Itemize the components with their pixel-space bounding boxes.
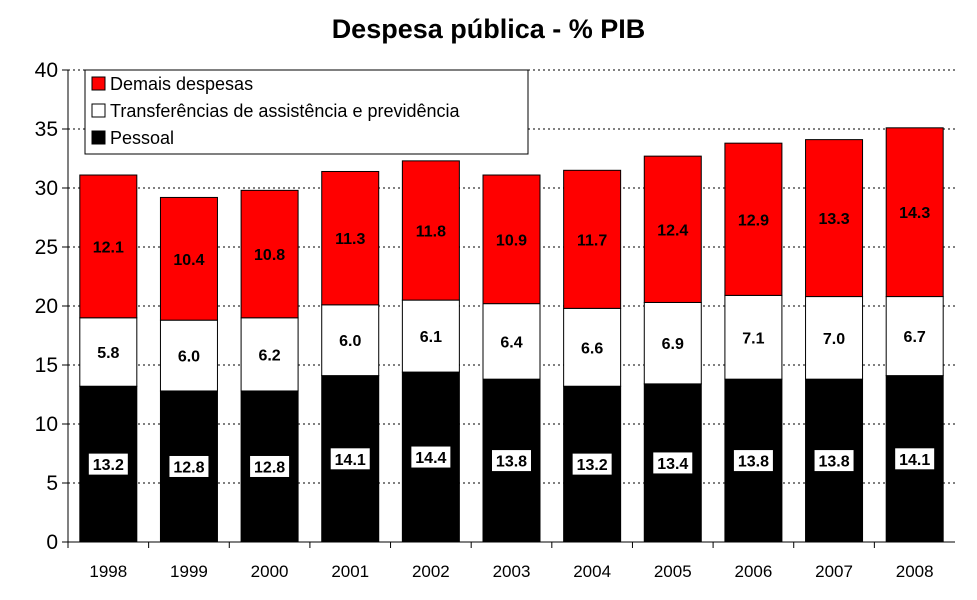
- data-label: 12.4: [657, 222, 688, 239]
- data-label-box: [410, 445, 452, 469]
- bar-segment-demais: [401, 160, 460, 301]
- bar-segment-demais: [482, 174, 541, 305]
- y-tick-label: 0: [46, 531, 58, 554]
- bar-segment-transferencias: [240, 317, 299, 392]
- data-label: 10.8: [254, 247, 285, 264]
- y-tick-label: 30: [35, 177, 58, 200]
- data-label: 13.2: [93, 457, 124, 474]
- legend-label: Pessoal: [110, 128, 174, 148]
- data-label: 6.4: [500, 334, 522, 351]
- bar-segment-transferencias: [159, 319, 218, 392]
- data-label: 13.8: [818, 454, 849, 471]
- legend-label: Transferências de assistência e previdên…: [110, 101, 461, 121]
- x-tick-label: 1998: [89, 562, 127, 581]
- data-label: 11.7: [577, 232, 607, 249]
- bar-segment-demais: [643, 155, 702, 303]
- bar-segment-demais: [724, 142, 783, 296]
- data-label: 6.0: [178, 349, 200, 366]
- data-label: 13.8: [496, 454, 527, 471]
- data-label: 5.8: [97, 345, 119, 362]
- data-label-box: [571, 452, 613, 476]
- data-label-box: [813, 449, 855, 473]
- data-label: 14.4: [415, 450, 446, 467]
- data-label: 12.8: [173, 459, 204, 476]
- x-tick-label: 2000: [251, 562, 289, 581]
- data-label-box: [168, 454, 210, 478]
- data-label: 6.9: [662, 336, 684, 353]
- data-label: 12.1: [93, 239, 124, 256]
- data-labels: 13.2 5.8 12.1 12.8 6.0 10.4 12.8 6.2 10.8 14.1 6.0…: [87, 205, 936, 478]
- axes: 0 5 10 15 20 25 30 35 40 1998 1999 2000 2001 2002 2003…: [35, 59, 955, 581]
- bar-segment-demais: [159, 196, 218, 321]
- y-tick-label: 15: [35, 354, 58, 377]
- data-label-box: [329, 447, 371, 471]
- y-tick-label: 35: [35, 118, 58, 141]
- data-label: 12.8: [254, 459, 285, 476]
- bar-segment-transferencias: [643, 301, 702, 385]
- chart-title: Despesa pública - % PIB: [331, 14, 646, 44]
- legend-swatch: [91, 103, 106, 118]
- data-label: 6.1: [420, 329, 442, 346]
- x-tick-label: 1999: [170, 562, 208, 581]
- data-label: 7.0: [823, 331, 845, 348]
- y-tick-label: 20: [35, 295, 58, 318]
- bar-segment-demais: [240, 189, 299, 319]
- bar-segment-demais: [321, 170, 380, 306]
- data-label-box: [732, 449, 774, 473]
- data-label: 6.2: [258, 347, 280, 364]
- data-label-box: [491, 449, 532, 473]
- y-tick-label: 25: [35, 236, 58, 259]
- bar-segment-transferencias: [482, 303, 541, 380]
- x-tick-label: 2002: [412, 562, 450, 581]
- data-label-box: [652, 451, 694, 475]
- x-tick-label: 2006: [734, 562, 772, 581]
- data-label: 13.2: [577, 457, 608, 474]
- data-label-box: [249, 454, 291, 478]
- x-tick-label: 2007: [815, 562, 853, 581]
- y-tick-label: 10: [35, 413, 58, 436]
- data-label-box: [87, 452, 129, 476]
- bar-segment-demais: [563, 169, 622, 309]
- data-label: 11.3: [335, 231, 365, 248]
- data-label: 10.4: [173, 252, 204, 269]
- bar-segment-demais: [79, 174, 138, 319]
- legend: Demais despesas Transferências de assistê…: [84, 69, 529, 155]
- bar-segment-transferencias: [724, 294, 783, 380]
- data-label: 13.3: [818, 211, 849, 228]
- bar-segment-transferencias: [401, 299, 460, 373]
- data-label: 6.6: [581, 340, 603, 357]
- bar-segment-transferencias: [885, 296, 944, 377]
- data-label: 11.8: [416, 223, 446, 240]
- data-label: 7.1: [742, 330, 764, 347]
- y-tick-label: 40: [35, 59, 58, 82]
- x-tick-label: 2008: [896, 562, 934, 581]
- y-tick-label: 5: [46, 472, 58, 495]
- bar-segment-transferencias: [321, 304, 380, 377]
- bar-segment-transferencias: [563, 307, 622, 387]
- data-label: 12.9: [738, 212, 769, 229]
- data-label-box: [894, 447, 936, 471]
- legend-label: Demais despesas: [110, 74, 253, 94]
- x-tick-label: 2001: [331, 562, 369, 581]
- data-label: 14.1: [335, 452, 366, 469]
- legend-swatch: [91, 130, 106, 145]
- x-tick-label: 2005: [654, 562, 692, 581]
- data-label: 6.0: [339, 333, 361, 350]
- data-label: 10.9: [496, 232, 527, 249]
- data-label: 6.7: [904, 329, 926, 346]
- bar-segment-demais: [885, 127, 944, 298]
- x-tick-label: 2003: [493, 562, 531, 581]
- data-label: 14.1: [899, 452, 930, 469]
- data-label: 14.3: [899, 205, 930, 222]
- data-label: 13.4: [657, 456, 688, 473]
- bar-segment-demais: [805, 139, 864, 298]
- bar-segment-transferencias: [805, 296, 864, 380]
- data-label: 13.8: [738, 454, 769, 471]
- legend-swatch: [91, 76, 106, 91]
- x-tick-label: 2004: [573, 562, 611, 581]
- legend-box: [84, 69, 529, 155]
